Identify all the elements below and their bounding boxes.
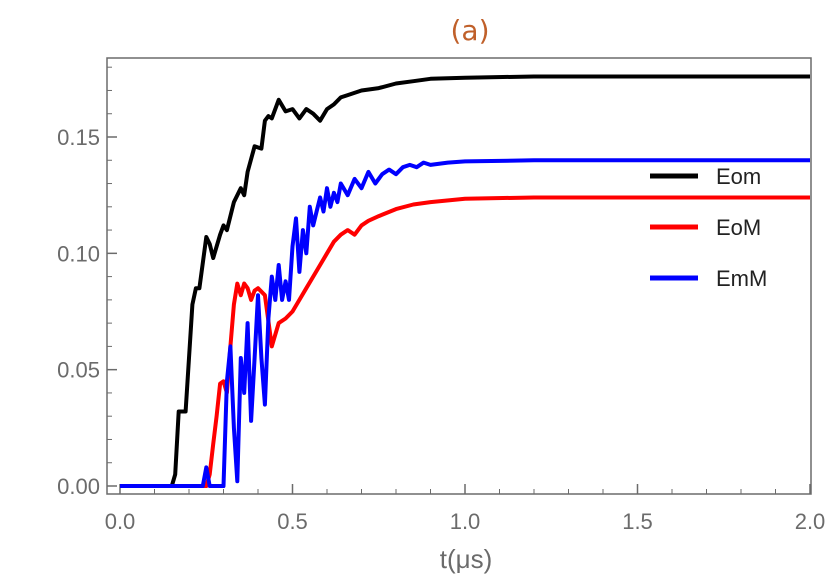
x-tick-label: 0.5 xyxy=(277,509,308,534)
series-line-emm xyxy=(120,158,810,488)
y-tick-label: 0.10 xyxy=(57,241,100,266)
y-tick-label: 0.15 xyxy=(57,125,100,150)
x-tick-label: 0.0 xyxy=(105,509,136,534)
x-axis-label: t(μs) xyxy=(440,544,493,574)
legend-label-eom: EoM xyxy=(716,215,761,240)
x-tick-label: 1.5 xyxy=(622,509,653,534)
legend-label-emm: EmM xyxy=(716,266,767,291)
y-tick-label: 0.00 xyxy=(57,474,100,499)
series-layer xyxy=(120,74,810,488)
x-axis-ticks: 0.0 0.5 1.0 1.5 2.0 xyxy=(105,484,826,534)
plot-frame xyxy=(106,57,812,495)
y-tick-label: 0.05 xyxy=(57,358,100,383)
series-line-eom xyxy=(120,195,810,488)
legend-label-eom: Eom xyxy=(716,164,761,189)
y-axis-ticks: 0.00 0.05 0.10 0.15 xyxy=(57,66,117,499)
legend: Eom EoM EmM xyxy=(650,164,767,291)
x-tick-label: 2.0 xyxy=(795,509,826,534)
series-line-eom xyxy=(120,74,810,488)
x-tick-label: 1.0 xyxy=(450,509,481,534)
chart-title: (a) xyxy=(450,14,489,47)
